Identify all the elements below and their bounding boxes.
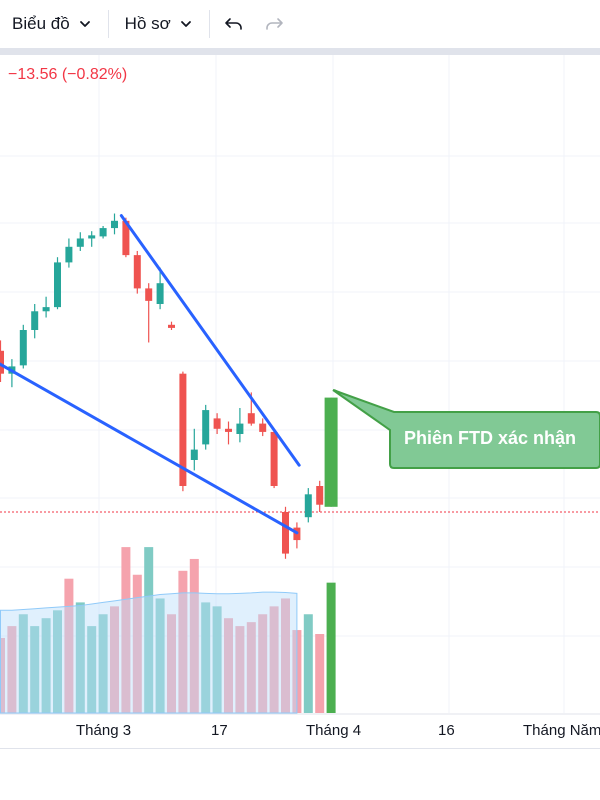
volume-bar [121, 547, 131, 713]
candle-body [111, 220, 118, 229]
volume-bar [132, 574, 142, 713]
price-candles [0, 213, 338, 559]
candle-body [225, 428, 232, 432]
undo-icon [224, 18, 242, 30]
candle-body [202, 410, 210, 445]
footer-divider [0, 748, 600, 749]
volume-bar [18, 614, 28, 713]
top-toolbar: Biểu đồ Hồ sơ [0, 0, 600, 48]
volume-bar [281, 598, 290, 713]
candle-body [156, 283, 164, 304]
profile-menu-button[interactable]: Hồ sơ [113, 6, 205, 42]
volume-bar [303, 614, 313, 713]
volume-ma-area [0, 591, 298, 714]
lower-trendline[interactable] [0, 361, 299, 535]
x-tick-label: Tháng Năm [523, 722, 600, 739]
candle-body [122, 220, 130, 256]
volume-bar [315, 634, 325, 713]
toolbar-divider [208, 10, 210, 38]
chart-menu-button[interactable]: Biểu đồ [0, 6, 104, 42]
candle-body [236, 423, 244, 434]
candle-body [179, 373, 187, 486]
chart-grid [0, 55, 600, 715]
volume-bar [7, 626, 17, 713]
candle-body [0, 350, 4, 374]
volume-bar [98, 614, 108, 713]
redo-icon [265, 18, 283, 30]
volume-bar [258, 614, 268, 713]
volume-bar [110, 606, 119, 713]
profile-menu-label: Hồ sơ [124, 14, 171, 33]
volume-bar [189, 558, 199, 713]
ftd-annotation-text: Phiên FTD xác nhận [404, 428, 577, 448]
candle-body [247, 413, 255, 424]
x-tick-label: Tháng 3 [76, 722, 132, 739]
candle-body [19, 330, 27, 366]
candle-body [282, 512, 289, 554]
redo-button[interactable] [254, 6, 294, 42]
candle-body [133, 255, 141, 289]
candle-body [259, 423, 267, 432]
x-tick-label: Tháng 4 [306, 722, 362, 739]
volume-bar [201, 602, 211, 713]
volume-bar [269, 606, 279, 713]
candle-body [316, 486, 324, 505]
ftd-volume-bar [326, 582, 336, 713]
volume-bar [75, 602, 85, 713]
volume-bar [178, 570, 188, 713]
volume-bar [224, 618, 233, 713]
candle-body [213, 418, 221, 429]
candle-body [76, 238, 84, 247]
candle-body [270, 431, 278, 486]
toolbar-divider [107, 10, 109, 38]
candle-body [54, 262, 61, 308]
candle-body [145, 288, 153, 301]
candlestick-chart[interactable] [0, 55, 600, 748]
candle-body [31, 311, 39, 330]
candle-body [42, 307, 50, 312]
candle-body [88, 235, 96, 239]
ftd-callout-box[interactable] [332, 389, 600, 469]
volume-bar [64, 578, 74, 713]
volume-bar [0, 637, 5, 713]
volume-bar [87, 626, 97, 713]
volume-bar [155, 598, 165, 713]
toolbar-separator-bar [0, 48, 600, 55]
volume-bar [30, 626, 40, 713]
volume-bar [212, 606, 222, 713]
candle-body [65, 246, 73, 263]
chart-menu-label: Biểu đồ [12, 14, 70, 33]
price-change-readout: −13.56 (−0.82%) [8, 66, 128, 83]
volume-bar [41, 618, 51, 713]
x-tick-label: 17 [211, 722, 228, 739]
ftd-candle [324, 397, 338, 507]
volume-bar [246, 622, 256, 713]
candle-body [168, 324, 175, 328]
upper-trendline[interactable] [119, 214, 301, 467]
volume-bar [167, 614, 176, 713]
volume-bar [144, 547, 154, 713]
chevron-down-icon [180, 21, 191, 27]
undo-button[interactable] [214, 6, 254, 42]
volume-bar [53, 610, 62, 713]
chevron-down-icon [79, 21, 90, 27]
volume-bar [235, 626, 245, 713]
x-tick-label: 16 [438, 722, 455, 739]
candle-body [304, 494, 312, 518]
candle-body [190, 449, 198, 460]
candle-body [99, 228, 107, 237]
